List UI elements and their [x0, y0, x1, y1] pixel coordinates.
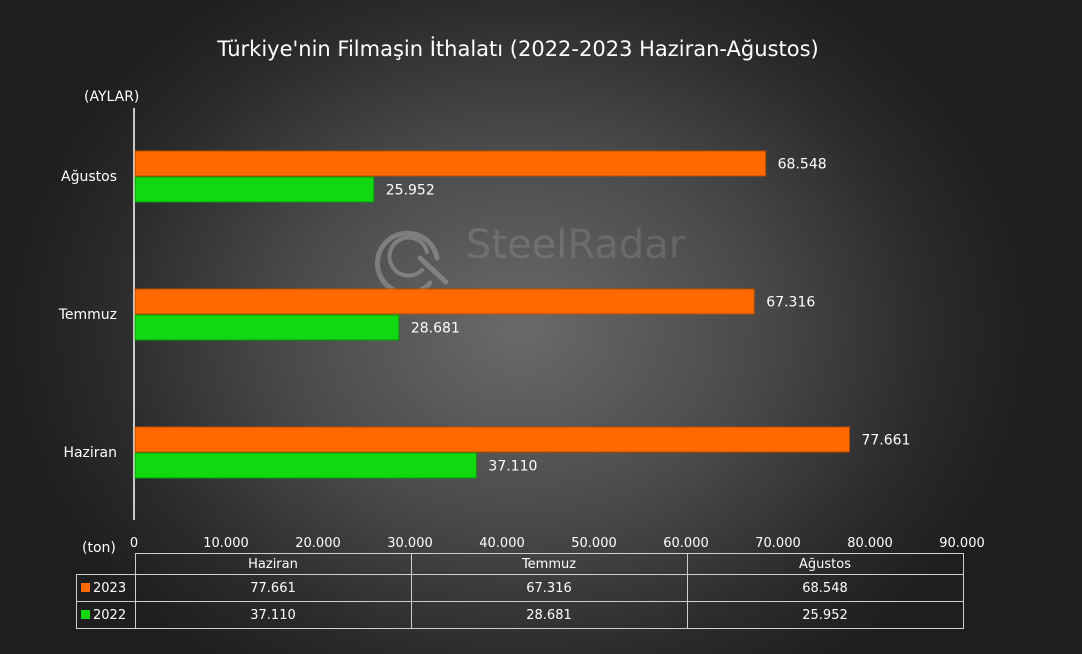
x-tick-label: 70.000 — [755, 536, 801, 551]
category-label-ağustos: Ağustos — [61, 169, 117, 185]
x-tick-label: 90.000 — [939, 536, 985, 551]
table-cell: 67.316 — [410, 574, 688, 602]
legend-swatch-2022 — [81, 609, 90, 619]
bar-2022-haziran — [134, 452, 477, 479]
legend-2022: 2022 — [76, 601, 136, 629]
category-labels: Haziran Temmuz Ağustos — [58, 169, 117, 461]
legend-label-2022: 2022 — [93, 607, 127, 623]
bar-value-labels: 77.661 37.110 67.316 28.681 68.548 25.952 — [386, 157, 911, 475]
table-cell: 37.110 — [134, 601, 412, 629]
table-header-row: Haziran Temmuz Ağustos — [76, 553, 964, 575]
table-cell: 68.548 — [686, 574, 964, 602]
bar-2022-temmuz — [134, 314, 400, 341]
x-tick-labels: 0 10.000 20.000 30.000 40.000 50.000 60.000 70.… — [130, 536, 985, 551]
category-label-temmuz: Temmuz — [58, 307, 117, 323]
x-tick-label: 80.000 — [847, 536, 893, 551]
watermark-text-a: Steel — [466, 222, 567, 268]
x-tick-label: 30.000 — [387, 536, 433, 551]
table-cell: 25.952 — [686, 601, 964, 629]
legend-label-2023: 2023 — [93, 580, 127, 596]
table-cell: 28.681 — [410, 601, 688, 629]
table-header-haziran: Haziran — [134, 553, 412, 575]
table-header-temmuz: Temmuz — [410, 553, 688, 575]
bar-2023-temmuz — [134, 288, 755, 315]
bar-label-2022-haziran: 37.110 — [488, 459, 537, 475]
x-tick-label: 60.000 — [663, 536, 709, 551]
watermark: SteelRadar — [374, 222, 686, 296]
bar-2023-ağustos — [134, 150, 767, 177]
data-table: Haziran Temmuz Ağustos 2023 77.661 67.31… — [76, 553, 964, 629]
y-axis-label: (AYLAR) — [84, 89, 139, 105]
bar-label-2023-temmuz: 67.316 — [766, 295, 815, 311]
x-tick-label: 40.000 — [479, 536, 525, 551]
x-tick-label: 50.000 — [571, 536, 617, 551]
x-tick-label: 10.000 — [203, 536, 249, 551]
legend-2023: 2023 — [76, 574, 136, 602]
bar-label-2022-ağustos: 25.952 — [386, 183, 435, 199]
watermark-text-b: Radar — [567, 222, 685, 268]
table-row: 2023 77.661 67.316 68.548 — [76, 574, 964, 602]
table-header-agustos: Ağustos — [686, 553, 964, 575]
category-label-haziran: Haziran — [63, 445, 117, 461]
bar-2022-ağustos — [134, 176, 375, 203]
x-tick-label: 20.000 — [295, 536, 341, 551]
table-corner-cell — [76, 553, 136, 575]
bar-label-2022-temmuz: 28.681 — [411, 321, 460, 337]
bar-label-2023-haziran: 77.661 — [861, 433, 910, 449]
table-cell: 77.661 — [134, 574, 412, 602]
watermark-text: SteelRadar — [466, 222, 686, 268]
table-row: 2022 37.110 28.681 25.952 — [76, 601, 964, 629]
chart-title: Türkiye'nin Filmaşin İthalatı (2022-2023… — [216, 36, 818, 61]
bar-2023-haziran — [134, 426, 850, 453]
x-axis-label: (ton) — [82, 540, 116, 556]
watermark-logo-icon — [374, 230, 449, 296]
bar-label-2023-ağustos: 68.548 — [778, 157, 827, 173]
x-tick-label: 0 — [130, 536, 138, 551]
legend-swatch-2023 — [81, 582, 90, 592]
bars — [134, 150, 850, 479]
